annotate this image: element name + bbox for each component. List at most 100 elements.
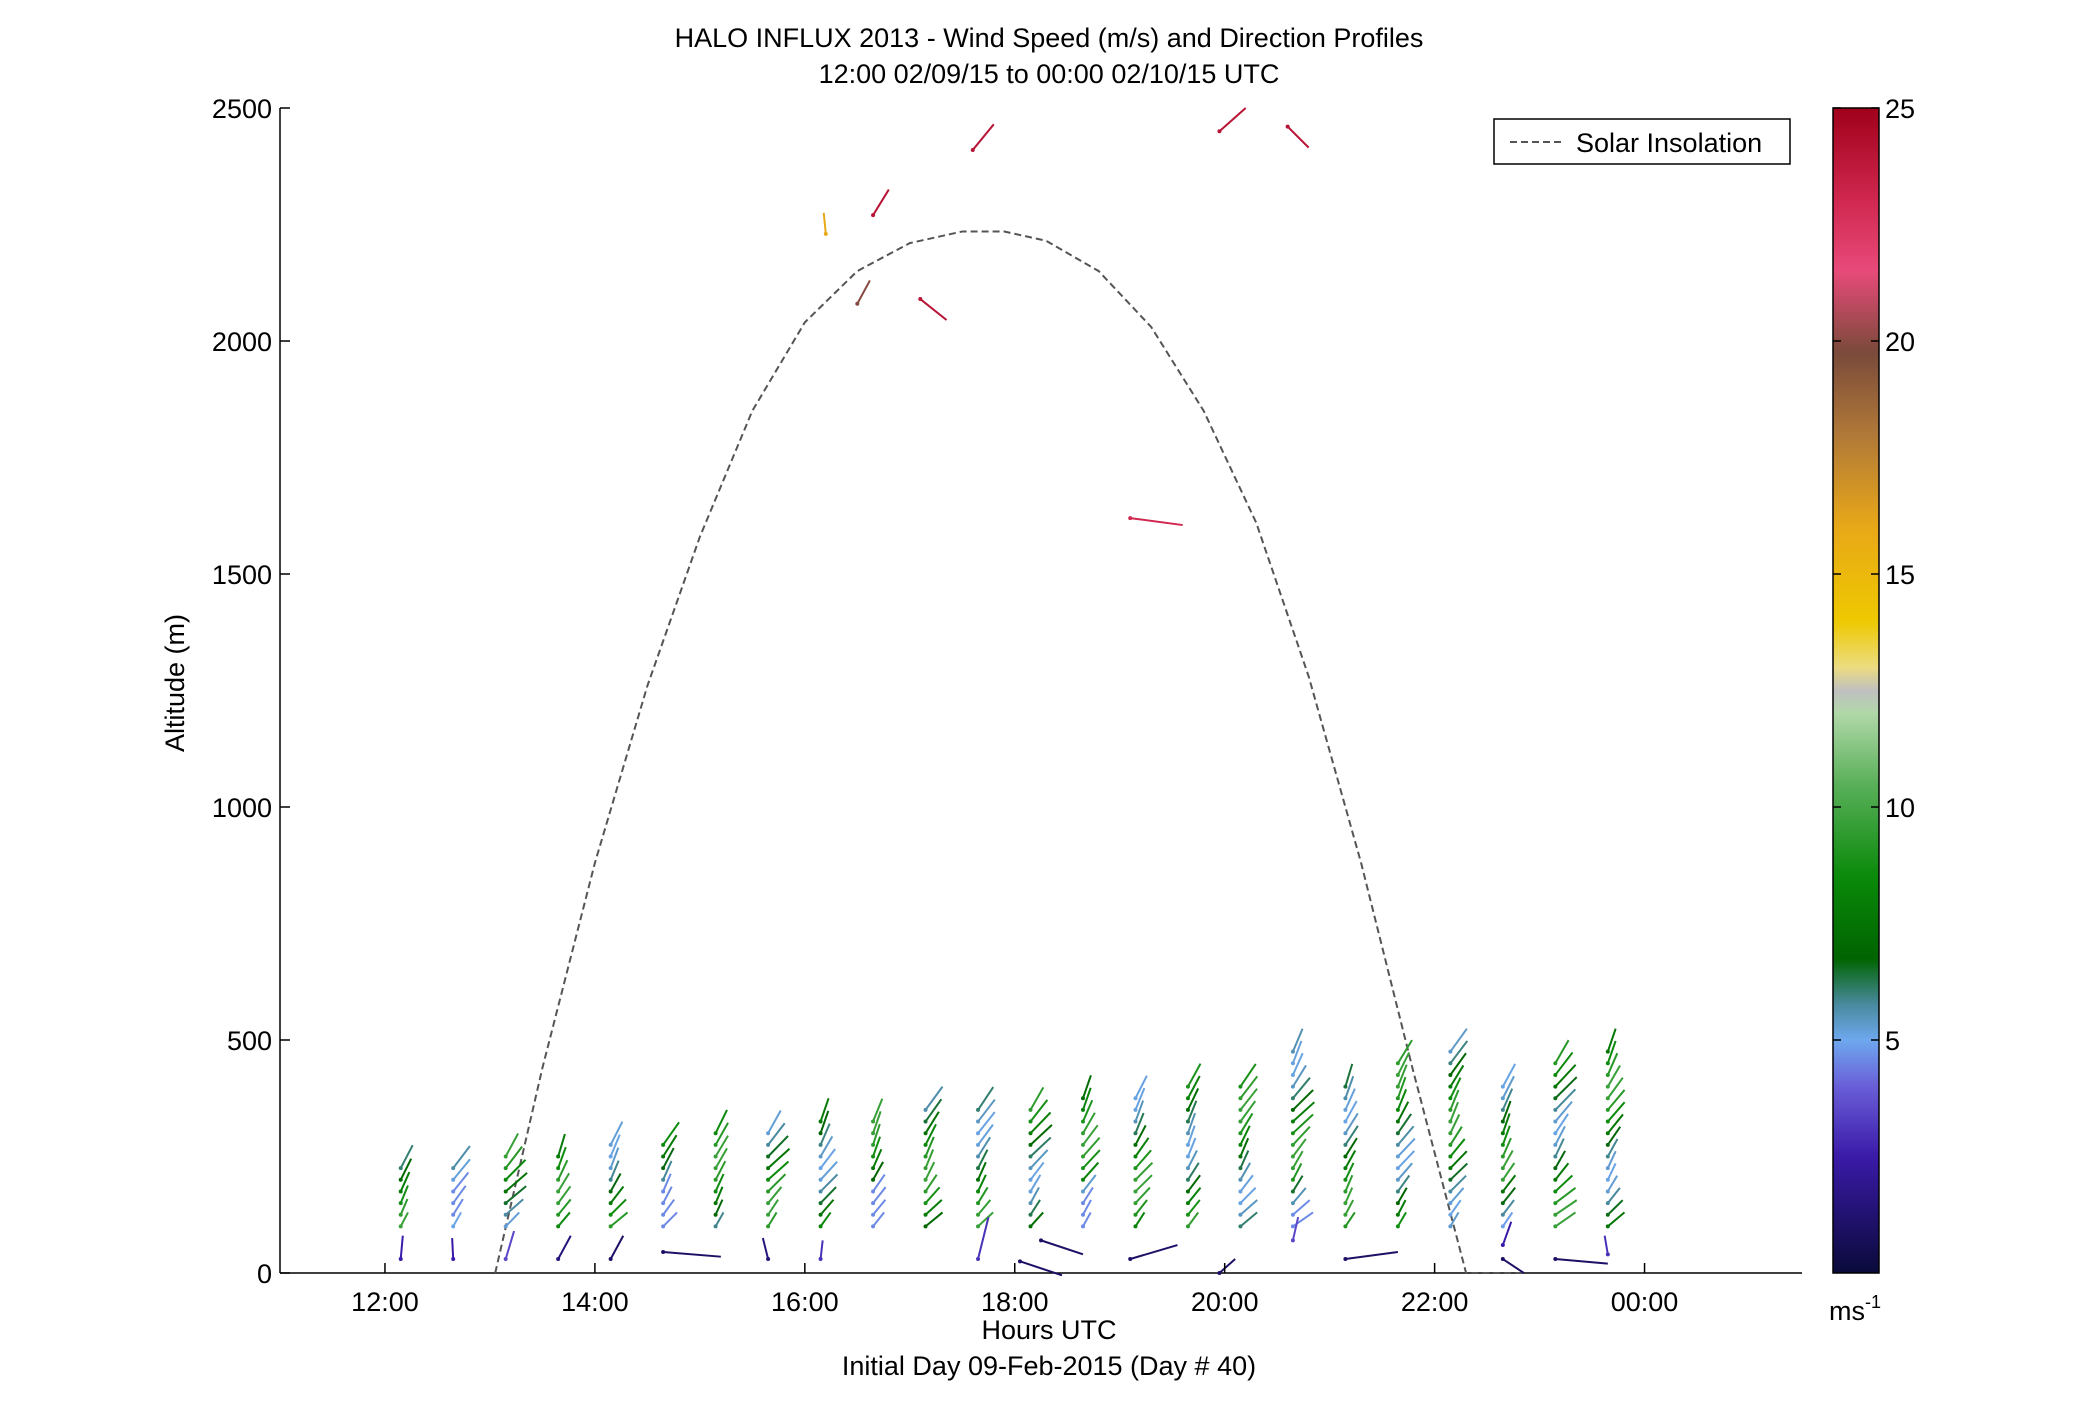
x-tick-label: 14:00 xyxy=(561,1287,629,1317)
wind-vector xyxy=(1345,1251,1399,1261)
wind-vector xyxy=(1292,1077,1311,1099)
wind-vector-base xyxy=(1185,1166,1190,1171)
wind-vector-base xyxy=(556,1212,561,1217)
wind-vector-base xyxy=(661,1154,666,1159)
wind-vector xyxy=(1344,1088,1356,1111)
wind-vector xyxy=(1344,1075,1355,1099)
wind-vector-base xyxy=(1500,1084,1505,1089)
x-tick-label: 20:00 xyxy=(1191,1287,1259,1317)
wind-vector xyxy=(1239,1112,1254,1134)
wind-vector-base xyxy=(1290,1201,1295,1206)
wind-vector-base xyxy=(1343,1119,1348,1124)
wind-vector xyxy=(663,1251,721,1258)
wind-vector xyxy=(557,1235,572,1260)
wind-vector xyxy=(1134,1199,1148,1216)
wind-vector xyxy=(662,1211,678,1228)
wind-vector-base xyxy=(661,1142,666,1147)
wind-vector-base xyxy=(1605,1119,1610,1124)
wind-vector-base xyxy=(818,1166,823,1171)
wind-vector xyxy=(1292,1162,1303,1181)
wind-vector xyxy=(1607,1113,1624,1134)
wind-vector-base xyxy=(1238,1084,1243,1089)
legend-label-solar-insolation: Solar Insolation xyxy=(1576,128,1762,158)
wind-vector-base xyxy=(1185,1119,1190,1124)
wind-vector xyxy=(1187,1063,1202,1088)
wind-vector xyxy=(399,1158,413,1181)
wind-vector xyxy=(1344,1112,1359,1134)
wind-vector xyxy=(505,1172,528,1193)
wind-vector xyxy=(1501,1150,1514,1169)
wind-vector-base xyxy=(1395,1189,1400,1194)
wind-vector xyxy=(1607,1211,1626,1228)
wind-vector-base xyxy=(1395,1166,1400,1171)
wind-vector xyxy=(1397,1174,1411,1193)
wind-vector-base xyxy=(1500,1096,1505,1101)
wind-vector-base xyxy=(661,1177,666,1182)
wind-vector xyxy=(1502,1258,1525,1274)
wind-vector xyxy=(1040,1239,1084,1256)
wind-vector-base xyxy=(1290,1154,1295,1159)
wind-vector xyxy=(1239,1088,1258,1111)
wind-vector xyxy=(609,1147,620,1169)
wind-vector xyxy=(1344,1187,1354,1204)
wind-vector xyxy=(819,1135,834,1158)
wind-vector xyxy=(1606,1126,1622,1146)
wind-vector-base xyxy=(1080,1166,1085,1171)
wind-vector xyxy=(1292,1101,1316,1123)
wind-vector-base xyxy=(1395,1119,1400,1124)
wind-vector-base xyxy=(871,1166,876,1171)
wind-vector-base xyxy=(1290,1084,1295,1089)
wind-vector-base xyxy=(1553,1177,1558,1182)
wind-vector-base xyxy=(766,1154,771,1159)
wind-vector xyxy=(714,1135,729,1158)
wind-vector-base xyxy=(1448,1119,1453,1124)
wind-vector xyxy=(819,1199,835,1216)
wind-vector xyxy=(1344,1211,1356,1227)
wind-vector xyxy=(1292,1138,1307,1158)
wind-vector xyxy=(1218,1258,1236,1274)
wind-vector xyxy=(1555,1258,1608,1265)
wind-vector xyxy=(451,1238,455,1260)
wind-vector-base xyxy=(1343,1142,1348,1147)
wind-vector xyxy=(1187,1087,1200,1111)
y-tick-label: 1500 xyxy=(212,560,272,590)
wind-vector xyxy=(1449,1162,1469,1181)
wind-vector xyxy=(767,1135,789,1158)
wind-vector xyxy=(1134,1149,1152,1169)
wind-vector xyxy=(714,1147,728,1169)
wind-vector-base xyxy=(503,1154,508,1159)
wind-vector xyxy=(1134,1087,1146,1111)
wind-vector-base xyxy=(1238,1107,1243,1112)
wind-vector-base xyxy=(1395,1107,1400,1112)
legend: Solar Insolation xyxy=(1493,118,1791,165)
wind-vector xyxy=(505,1198,524,1216)
wind-vector-base xyxy=(1133,1096,1138,1101)
wind-vector-base xyxy=(1133,1166,1138,1171)
wind-vector xyxy=(399,1144,414,1169)
wind-vector-base xyxy=(1290,1224,1295,1229)
wind-vector xyxy=(714,1160,727,1181)
wind-vector-base xyxy=(661,1166,666,1171)
wind-vector-base xyxy=(451,1201,456,1206)
wind-vector xyxy=(1449,1199,1462,1216)
wind-vector-base xyxy=(1553,1212,1558,1217)
wind-vector-base xyxy=(1133,1119,1138,1124)
wind-vector xyxy=(767,1186,783,1204)
wind-vector-base xyxy=(1605,1096,1610,1101)
plot-area xyxy=(279,108,1802,1274)
wind-vector xyxy=(557,1172,571,1192)
wind-vector xyxy=(1218,107,1247,133)
wind-vector-base xyxy=(1238,1142,1243,1147)
wind-vector xyxy=(819,1161,838,1181)
wind-vector-base xyxy=(923,1212,928,1217)
wind-vector-base xyxy=(1605,1166,1610,1171)
wind-vector-base xyxy=(398,1201,403,1206)
wind-vector xyxy=(1502,1199,1515,1216)
wind-vector-base xyxy=(1028,1142,1033,1147)
wind-vector-base xyxy=(1395,1072,1400,1077)
wind-vector-base xyxy=(1185,1142,1190,1147)
wind-vector-base xyxy=(713,1166,718,1171)
wind-vector-base xyxy=(1553,1119,1558,1124)
wind-vector xyxy=(1239,1162,1252,1181)
